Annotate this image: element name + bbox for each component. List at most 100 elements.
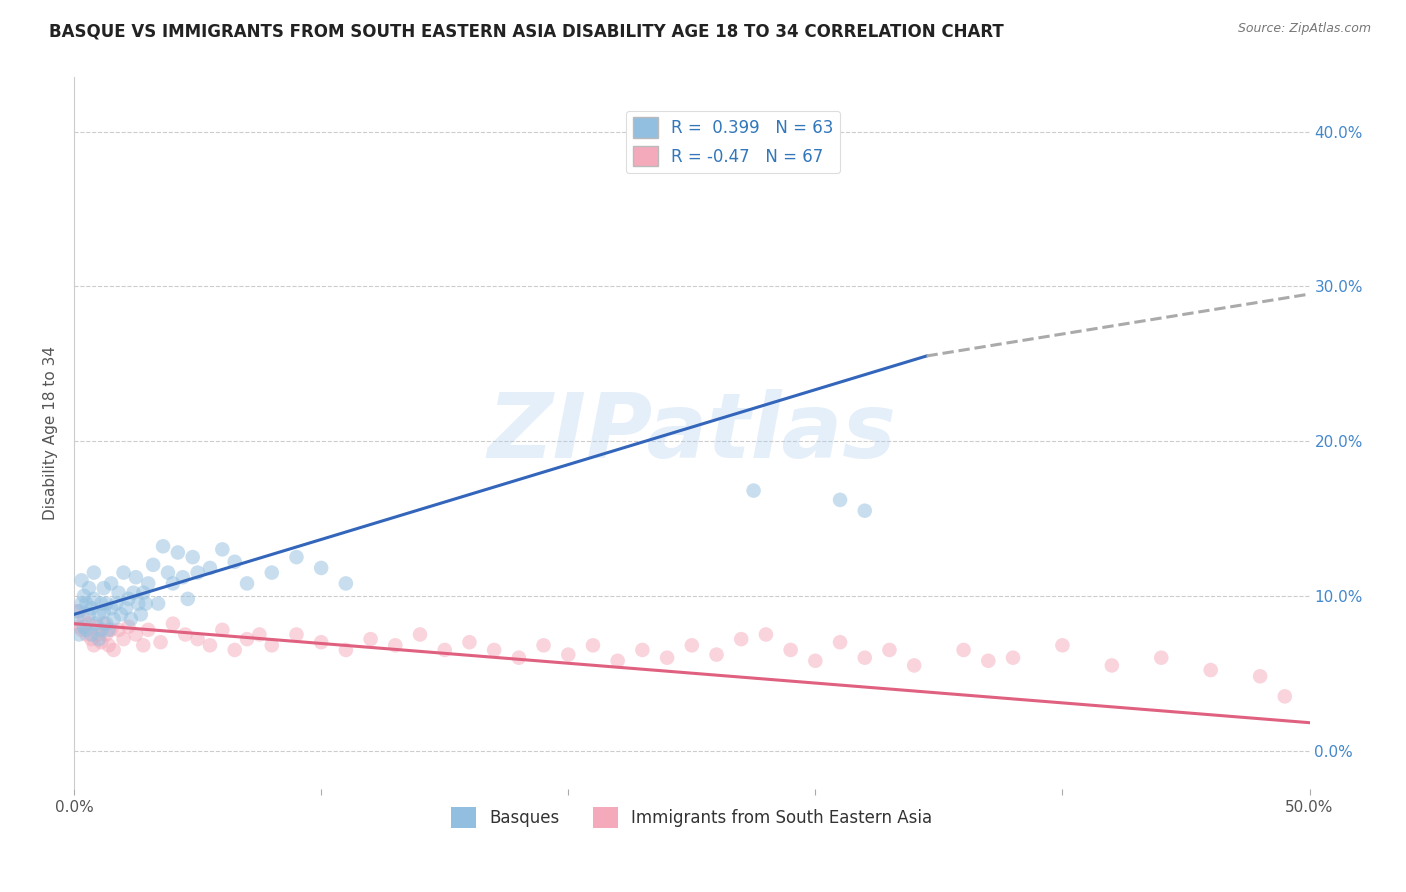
Point xyxy=(508,650,530,665)
Point xyxy=(1101,658,1123,673)
Point xyxy=(655,650,678,665)
Point xyxy=(177,591,200,606)
Point xyxy=(853,504,876,518)
Point xyxy=(335,576,357,591)
Point xyxy=(285,627,308,641)
Point xyxy=(335,643,357,657)
Text: ZIPatlas: ZIPatlas xyxy=(488,389,896,477)
Point xyxy=(103,612,125,626)
Point xyxy=(115,601,138,615)
Point xyxy=(582,638,605,652)
Point xyxy=(167,545,190,559)
Point xyxy=(384,638,406,652)
Point xyxy=(631,643,654,657)
Point xyxy=(260,566,283,580)
Point xyxy=(96,616,118,631)
Point xyxy=(77,581,100,595)
Point xyxy=(100,601,122,615)
Point xyxy=(132,585,155,599)
Point xyxy=(127,597,149,611)
Point xyxy=(828,492,851,507)
Point xyxy=(828,635,851,649)
Point xyxy=(105,597,128,611)
Point xyxy=(86,616,108,631)
Point xyxy=(110,607,132,622)
Y-axis label: Disability Age 18 to 34: Disability Age 18 to 34 xyxy=(44,346,58,520)
Point xyxy=(73,612,96,626)
Point xyxy=(90,623,112,637)
Point xyxy=(482,643,505,657)
Point xyxy=(409,627,432,641)
Point xyxy=(706,648,728,662)
Point xyxy=(152,539,174,553)
Point xyxy=(129,607,152,622)
Point xyxy=(67,620,90,634)
Point xyxy=(80,627,103,641)
Point xyxy=(172,570,194,584)
Point xyxy=(122,585,145,599)
Point xyxy=(952,643,974,657)
Point xyxy=(75,597,97,611)
Point xyxy=(187,632,209,647)
Point xyxy=(211,542,233,557)
Point xyxy=(97,638,120,652)
Point xyxy=(117,620,139,634)
Point xyxy=(309,635,332,649)
Point xyxy=(1199,663,1222,677)
Point xyxy=(96,627,118,641)
Point xyxy=(224,555,246,569)
Point xyxy=(309,561,332,575)
Point xyxy=(125,570,148,584)
Point xyxy=(903,658,925,673)
Point xyxy=(433,643,456,657)
Point xyxy=(162,576,184,591)
Point xyxy=(260,638,283,652)
Point xyxy=(75,627,97,641)
Point xyxy=(181,550,204,565)
Point xyxy=(103,643,125,657)
Point xyxy=(142,558,165,572)
Point xyxy=(742,483,765,498)
Point xyxy=(90,597,112,611)
Text: Source: ZipAtlas.com: Source: ZipAtlas.com xyxy=(1237,22,1371,36)
Point xyxy=(73,620,96,634)
Point xyxy=(120,612,142,626)
Point xyxy=(93,616,115,631)
Point xyxy=(112,632,135,647)
Point xyxy=(853,650,876,665)
Point xyxy=(977,654,1000,668)
Point xyxy=(77,607,100,622)
Point xyxy=(80,632,103,647)
Point xyxy=(557,648,579,662)
Point xyxy=(117,591,139,606)
Point xyxy=(247,627,270,641)
Point xyxy=(149,635,172,649)
Point xyxy=(804,654,827,668)
Point xyxy=(67,604,90,618)
Point xyxy=(236,576,259,591)
Point xyxy=(100,576,122,591)
Point xyxy=(87,627,110,641)
Point xyxy=(458,635,481,649)
Point xyxy=(198,561,221,575)
Point xyxy=(65,604,87,618)
Point xyxy=(211,623,233,637)
Point xyxy=(107,585,129,599)
Point xyxy=(107,623,129,637)
Point xyxy=(146,597,169,611)
Point xyxy=(533,638,555,652)
Point xyxy=(360,632,382,647)
Point xyxy=(83,566,105,580)
Point xyxy=(779,643,801,657)
Point xyxy=(125,627,148,641)
Point xyxy=(1249,669,1271,683)
Point xyxy=(90,635,112,649)
Point xyxy=(83,638,105,652)
Point xyxy=(73,589,96,603)
Point xyxy=(681,638,703,652)
Point xyxy=(730,632,752,647)
Point xyxy=(132,638,155,652)
Point xyxy=(879,643,901,657)
Point xyxy=(1274,690,1296,704)
Point xyxy=(67,627,90,641)
